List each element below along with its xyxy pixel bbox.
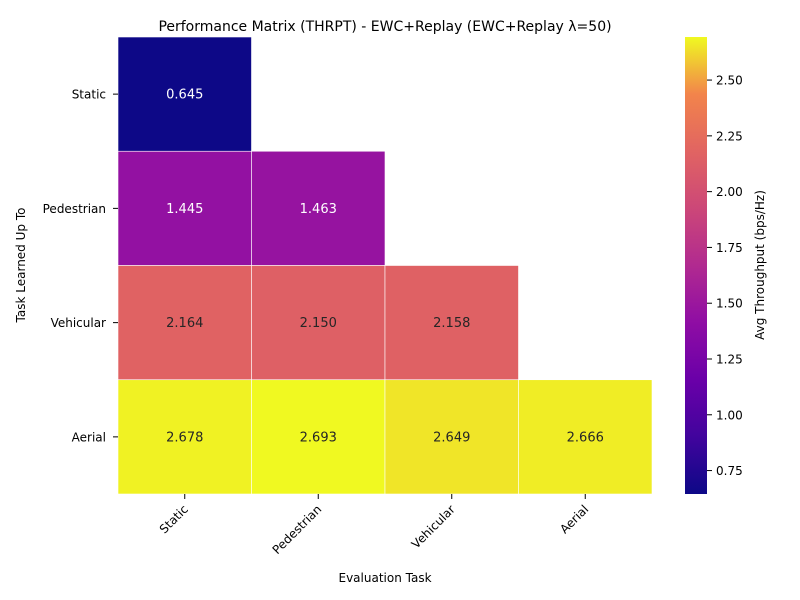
heatmap-cell: [117, 150, 252, 266]
heatmap-cells: [117, 36, 653, 495]
colorbar-tick-label: 1.75: [716, 241, 743, 255]
y-tick-label: Vehicular: [51, 316, 106, 330]
cell-value-label: 2.649: [433, 430, 470, 445]
colorbar-tick-label: 1.25: [716, 352, 743, 366]
colorbar-tick-label: 2.50: [716, 74, 743, 88]
colorbar-ticks: 0.75 1.00 1.25 1.50 1.75 2.00 2.25 2.50: [707, 74, 743, 478]
colorbar-tick-label: 0.75: [716, 464, 743, 478]
x-tick-label: Pedestrian: [270, 502, 325, 557]
colorbar-tick-label: 1.50: [716, 297, 743, 311]
colorbar-tick-label: 2.00: [716, 185, 743, 199]
cell-value-label: 2.158: [433, 316, 470, 331]
heatmap-cell-labels: 0.645 1.445 1.463 2.164 2.150 2.158 2.678 2.693…: [166, 88, 604, 446]
colorbar-label: Avg Throughput (bps/Hz): [753, 190, 767, 340]
y-tick-label: Aerial: [72, 430, 106, 444]
colorbar-tick-label: 1.00: [716, 408, 743, 422]
heatmap-cell: [117, 265, 252, 381]
colorbar-tick-label: 2.25: [716, 129, 743, 143]
cell-value-label: 2.678: [166, 430, 203, 445]
heatmap-cell: [384, 265, 519, 381]
y-axis-label: Task Learned Up To: [14, 208, 28, 324]
heatmap-cell: [518, 379, 653, 495]
heatmap-cell: [251, 150, 386, 266]
x-tick-label: Static: [157, 502, 191, 536]
x-tick-label: Aerial: [557, 502, 591, 536]
x-axis-label: Evaluation Task: [338, 571, 431, 585]
cell-value-label: 2.693: [300, 430, 337, 445]
heatmap-cell: [117, 379, 252, 495]
heatmap-cell: [251, 379, 386, 495]
x-axis: Static Pedestrian Vehicular Aerial: [157, 494, 591, 557]
cell-value-label: 2.150: [300, 316, 337, 331]
cell-value-label: 1.463: [300, 202, 337, 217]
cell-value-label: 2.666: [567, 430, 604, 445]
y-tick-label: Pedestrian: [43, 202, 106, 216]
colorbar: 0.75 1.00 1.25 1.50 1.75 2.00 2.25 2.50 Avg Thr…: [685, 37, 767, 494]
heatmap-cell: [251, 265, 386, 381]
cell-value-label: 0.645: [166, 88, 203, 103]
heatmap-cell: [117, 36, 252, 152]
y-tick-label: Static: [72, 88, 106, 102]
colorbar-gradient: [685, 37, 707, 494]
cell-value-label: 1.445: [166, 202, 203, 217]
x-tick-label: Vehicular: [409, 502, 458, 551]
cell-value-label: 2.164: [166, 316, 203, 331]
chart-title: Performance Matrix (THRPT) - EWC+Replay …: [158, 19, 611, 35]
y-axis: Static Pedestrian Vehicular Aerial: [43, 88, 118, 444]
